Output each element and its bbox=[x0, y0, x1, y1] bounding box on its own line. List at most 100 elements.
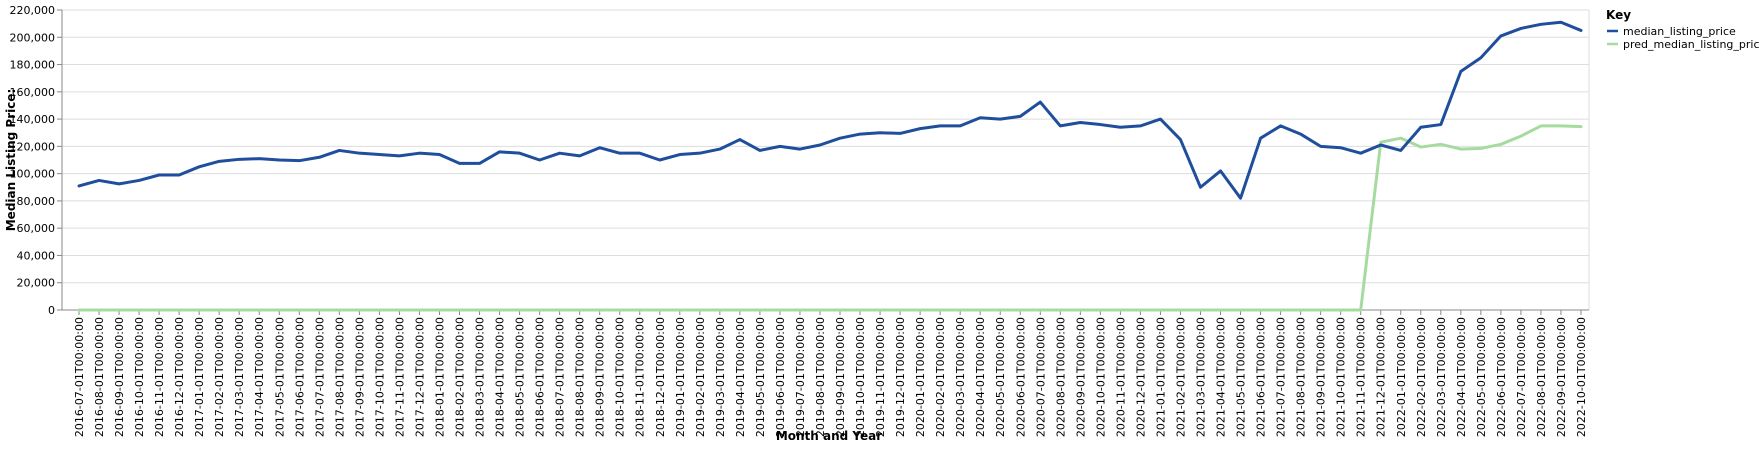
x-tick-label: 2020-10-01T00:00:00 bbox=[1094, 317, 1107, 437]
x-tick-label: 2022-07-01T00:00:00 bbox=[1515, 317, 1528, 437]
x-tick-label: 2020-06-01T00:00:00 bbox=[1014, 317, 1027, 437]
legend-title: Key bbox=[1606, 8, 1631, 22]
x-tick-label: 2018-08-01T00:00:00 bbox=[574, 317, 587, 437]
x-tick-label: 2020-04-01T00:00:00 bbox=[974, 317, 987, 437]
x-tick-label: 2019-12-01T00:00:00 bbox=[894, 317, 907, 437]
x-tick-label: 2018-01-01T00:00:00 bbox=[433, 317, 446, 437]
x-tick-label: 2018-11-01T00:00:00 bbox=[634, 317, 647, 437]
x-tick-label: 2018-12-01T00:00:00 bbox=[654, 317, 667, 437]
x-tick-label: 2019-06-01T00:00:00 bbox=[774, 317, 787, 437]
legend-items: median_listing_pricepred_median_listing_… bbox=[1607, 25, 1759, 51]
x-tick-label: 2018-09-01T00:00:00 bbox=[594, 317, 607, 437]
series-line-pred-median-listing-price bbox=[77, 124, 1583, 312]
x-tick-label: 2019-02-01T00:00:00 bbox=[694, 317, 707, 437]
legend-label: median_listing_price bbox=[1623, 25, 1736, 38]
x-tick-label: 2019-04-01T00:00:00 bbox=[734, 317, 747, 437]
x-tick-label: 2022-01-01T00:00:00 bbox=[1395, 317, 1408, 437]
x-tick-label: 2021-06-01T00:00:00 bbox=[1255, 317, 1268, 437]
x-tick-label: 2021-10-01T00:00:00 bbox=[1335, 317, 1348, 437]
x-tick-label: 2021-01-01T00:00:00 bbox=[1154, 317, 1167, 437]
x-tick-label: 2020-03-01T00:00:00 bbox=[954, 317, 967, 437]
x-tick-label: 2020-05-01T00:00:00 bbox=[994, 317, 1007, 437]
y-tick-label: 180,000 bbox=[10, 59, 56, 72]
x-tick-label: 2022-10-01T00:00:00 bbox=[1575, 317, 1588, 437]
series-lines bbox=[77, 20, 1583, 312]
x-tick-label: 2018-07-01T00:00:00 bbox=[554, 317, 567, 437]
x-tick-label: 2021-02-01T00:00:00 bbox=[1174, 317, 1187, 437]
x-tick-label: 2018-03-01T00:00:00 bbox=[474, 317, 487, 437]
x-tick-label: 2017-05-01T00:00:00 bbox=[273, 317, 286, 437]
x-tick-label: 2018-06-01T00:00:00 bbox=[534, 317, 547, 437]
x-tick-label: 2019-11-01T00:00:00 bbox=[874, 317, 887, 437]
x-tick-label: 2022-02-01T00:00:00 bbox=[1415, 317, 1428, 437]
x-tick-label: 2022-05-01T00:00:00 bbox=[1475, 317, 1488, 437]
x-tick-label: 2019-09-01T00:00:00 bbox=[834, 317, 847, 437]
x-tick-label: 2017-10-01T00:00:00 bbox=[373, 317, 386, 437]
series-line-median-listing-price bbox=[77, 20, 1583, 200]
x-tick-label: 2017-08-01T00:00:00 bbox=[333, 317, 346, 437]
x-tick-label: 2020-01-01T00:00:00 bbox=[914, 317, 927, 437]
x-tick-label: 2019-10-01T00:00:00 bbox=[854, 317, 867, 437]
x-tick-label: 2017-11-01T00:00:00 bbox=[393, 317, 406, 437]
y-tick-label: 220,000 bbox=[10, 4, 56, 17]
x-tick-label: 2017-07-01T00:00:00 bbox=[313, 317, 326, 437]
legend: Key median_listing_pricepred_median_list… bbox=[1606, 8, 1759, 51]
x-tick-label: 2017-06-01T00:00:00 bbox=[293, 317, 306, 437]
y-tick-label: 0 bbox=[48, 304, 55, 317]
x-tick-label: 2020-09-01T00:00:00 bbox=[1074, 317, 1087, 437]
x-tick-label: 2017-03-01T00:00:00 bbox=[233, 317, 246, 437]
x-tick-label: 2021-03-01T00:00:00 bbox=[1194, 317, 1207, 437]
x-tick-label: 2017-01-01T00:00:00 bbox=[193, 317, 206, 437]
x-tick-label: 2017-04-01T00:00:00 bbox=[253, 317, 266, 437]
y-axis-title: Median Listing Price: bbox=[4, 89, 18, 232]
x-tick-label: 2016-09-01T00:00:00 bbox=[113, 317, 126, 437]
x-tick-label: 2022-06-01T00:00:00 bbox=[1495, 317, 1508, 437]
x-tick-label: 2021-09-01T00:00:00 bbox=[1315, 317, 1328, 437]
x-tick-label: 2021-08-01T00:00:00 bbox=[1295, 317, 1308, 437]
x-tick-label: 2022-08-01T00:00:00 bbox=[1535, 317, 1548, 437]
y-tick-label: 100,000 bbox=[10, 168, 56, 181]
x-tick-label: 2016-08-01T00:00:00 bbox=[93, 317, 106, 437]
x-axis-title: Month and Year bbox=[776, 429, 882, 443]
x-tick-label: 2022-04-01T00:00:00 bbox=[1455, 317, 1468, 437]
x-tick-label: 2020-11-01T00:00:00 bbox=[1114, 317, 1127, 437]
y-tick-label: 80,000 bbox=[17, 195, 56, 208]
x-tick-label: 2019-07-01T00:00:00 bbox=[794, 317, 807, 437]
x-tick-label: 2022-09-01T00:00:00 bbox=[1555, 317, 1568, 437]
y-tick-label: 40,000 bbox=[17, 249, 56, 262]
x-tick-label: 2019-01-01T00:00:00 bbox=[674, 317, 687, 437]
x-tick-label: 2022-03-01T00:00:00 bbox=[1435, 317, 1448, 437]
x-tick-label: 2019-03-01T00:00:00 bbox=[714, 317, 727, 437]
x-tick-label: 2019-08-01T00:00:00 bbox=[814, 317, 827, 437]
x-tick-label: 2018-04-01T00:00:00 bbox=[494, 317, 507, 437]
y-tick-label: 20,000 bbox=[17, 277, 56, 290]
x-tick-label: 2021-05-01T00:00:00 bbox=[1235, 317, 1248, 437]
x-tick-label: 2020-08-01T00:00:00 bbox=[1054, 317, 1067, 437]
x-tick-label: 2016-07-01T00:00:00 bbox=[73, 317, 86, 437]
x-tick-label: 2017-02-01T00:00:00 bbox=[213, 317, 226, 437]
x-tick-label: 2021-11-01T00:00:00 bbox=[1355, 317, 1368, 437]
x-tick-label: 2018-10-01T00:00:00 bbox=[614, 317, 627, 437]
x-tick-label: 2020-07-01T00:00:00 bbox=[1034, 317, 1047, 437]
grid bbox=[62, 9, 1590, 311]
x-tick-label: 2016-11-01T00:00:00 bbox=[153, 317, 166, 437]
x-tick-label: 2020-02-01T00:00:00 bbox=[934, 317, 947, 437]
x-tick-label: 2016-12-01T00:00:00 bbox=[173, 317, 186, 437]
x-tick-label: 2021-04-01T00:00:00 bbox=[1215, 317, 1228, 437]
x-tick-label: 2020-12-01T00:00:00 bbox=[1134, 317, 1147, 437]
x-tick-label: 2018-05-01T00:00:00 bbox=[514, 317, 527, 437]
x-tick-label: 2021-12-01T00:00:00 bbox=[1375, 317, 1388, 437]
x-tick-label: 2017-12-01T00:00:00 bbox=[413, 317, 426, 437]
y-tick-label: 160,000 bbox=[10, 86, 56, 99]
x-tick-label: 2016-10-01T00:00:00 bbox=[133, 317, 146, 437]
y-tick-label: 120,000 bbox=[10, 140, 56, 153]
y-tick-label: 200,000 bbox=[10, 31, 56, 44]
x-tick-label: 2021-07-01T00:00:00 bbox=[1275, 317, 1288, 437]
x-tick-label: 2017-09-01T00:00:00 bbox=[353, 317, 366, 437]
y-tick-label: 140,000 bbox=[10, 113, 56, 126]
legend-label: pred_median_listing_price bbox=[1623, 38, 1759, 51]
x-tick-label: 2019-05-01T00:00:00 bbox=[754, 317, 767, 437]
y-tick-label: 60,000 bbox=[17, 222, 56, 235]
